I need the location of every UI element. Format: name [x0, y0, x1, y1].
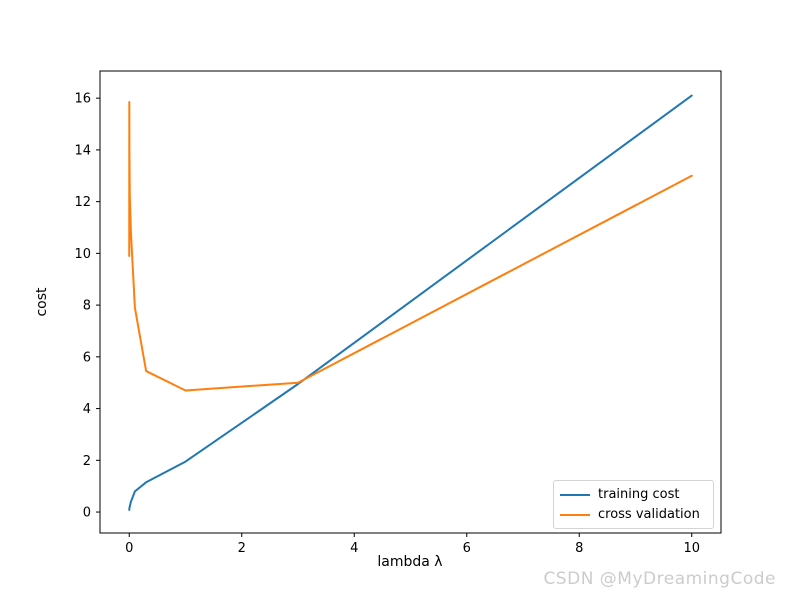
y-tick-label: 6 [83, 350, 91, 365]
x-tick-label: 4 [350, 541, 358, 556]
legend-label-cross-validation: cross validation [598, 507, 700, 522]
y-tick-label: 0 [83, 506, 91, 521]
cross-validation-line [128, 101, 693, 392]
y-axis-label: cost [34, 287, 50, 317]
x-tick-label: 0 [125, 541, 133, 556]
y-tick-label: 12 [74, 195, 91, 210]
y-tick-label: 4 [83, 402, 91, 417]
x-tick-label: 8 [575, 541, 583, 556]
y-tick-label: 10 [74, 247, 91, 262]
y-tick-label: 2 [83, 454, 91, 469]
training-cost-line [128, 94, 693, 511]
x-tick-label: 10 [683, 541, 700, 556]
y-tick-label: 14 [74, 143, 91, 158]
training-cost-line-swatch [560, 493, 590, 496]
legend-item-training-cost: training cost [560, 487, 705, 502]
y-tick-label: 8 [83, 299, 91, 314]
legend-label-training-cost: training cost [598, 487, 680, 502]
x-tick-label: 6 [463, 541, 471, 556]
y-tick-label: 16 [74, 92, 91, 107]
watermark-text: CSDN @MyDreamingCode [543, 569, 776, 589]
legend-item-cross-validation: cross validation [560, 507, 705, 522]
legend: training cost cross validation [553, 480, 714, 529]
x-tick-label: 2 [238, 541, 246, 556]
axes-frame [99, 70, 722, 534]
cross-validation-line-swatch [560, 513, 590, 516]
x-axis-label: lambda λ [377, 554, 443, 570]
